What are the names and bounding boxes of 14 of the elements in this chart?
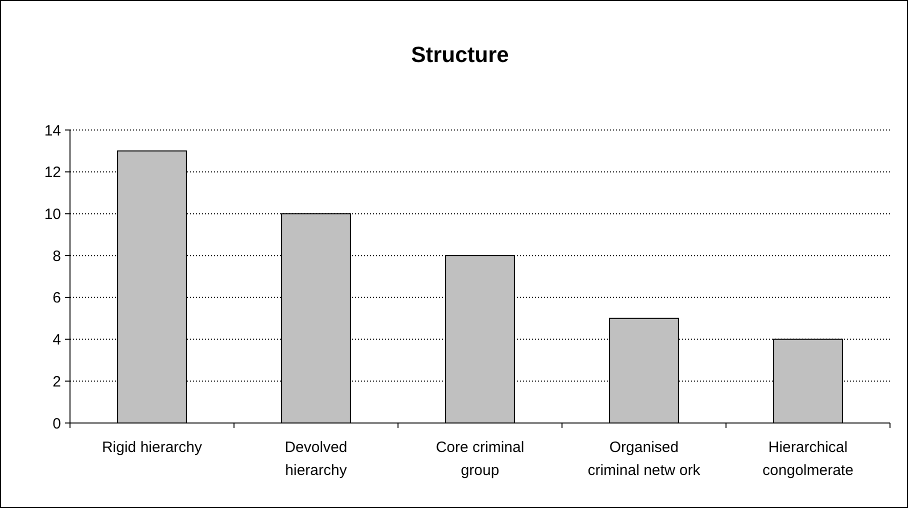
x-tick-label: Hierarchical congolmerate — [762, 439, 854, 479]
y-tick-label: 0 — [52, 415, 61, 432]
y-tick-label: 6 — [52, 290, 61, 307]
y-tick-label: 2 — [52, 373, 61, 390]
y-tick-label: 8 — [52, 248, 61, 265]
y-tick-label: 4 — [52, 332, 61, 349]
y-tick-label: 12 — [44, 164, 61, 182]
y-tick-label: 10 — [44, 206, 61, 223]
chart-title: Structure — [411, 42, 509, 67]
x-tick-label: Rigid hierarchy — [102, 439, 203, 456]
x-tick-label: Organised criminal netw ork — [588, 439, 701, 479]
y-tick-label: 14 — [44, 122, 61, 140]
x-tick-label: Devolved hierarchy — [284, 439, 348, 479]
x-tick-label: Core criminal group — [436, 439, 524, 479]
